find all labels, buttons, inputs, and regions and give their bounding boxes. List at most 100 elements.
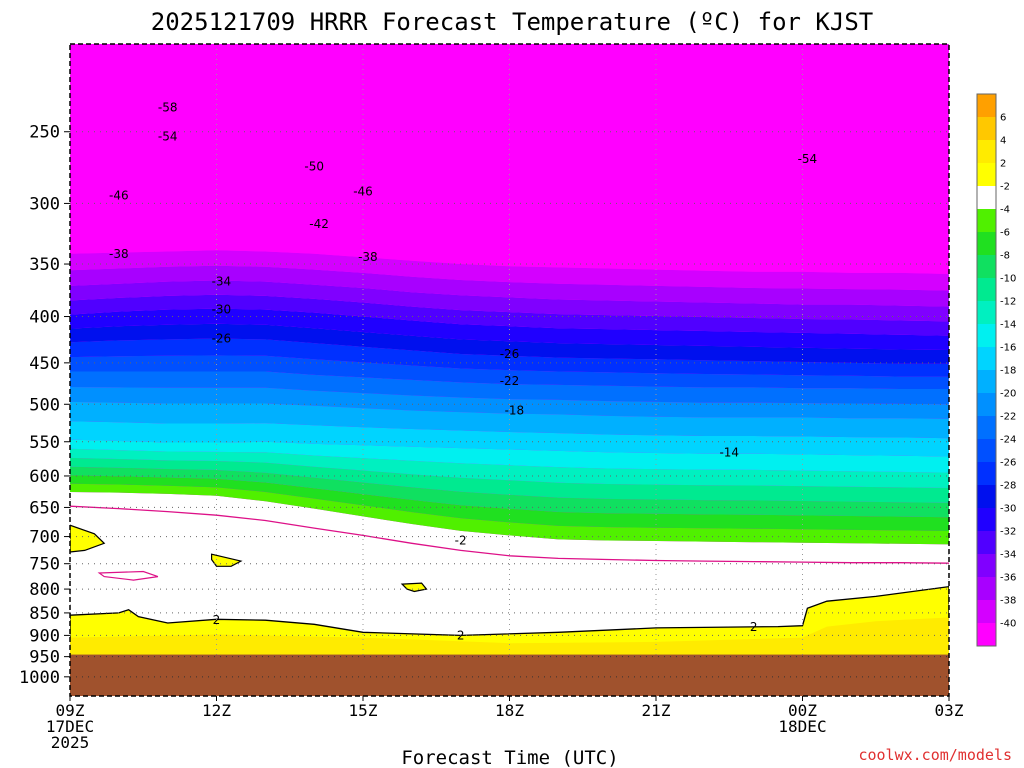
contour-label: -2: [455, 533, 467, 547]
contour-label: -18: [505, 404, 525, 418]
colorbar-swatch: [977, 347, 996, 371]
colorbar-swatch: [977, 140, 996, 164]
temperature-band: [70, 483, 949, 545]
contour-label: -54: [158, 129, 178, 143]
colorbar-label: -22: [1000, 412, 1016, 423]
y-tick-label: 450: [29, 354, 60, 374]
temperature-band: [70, 150, 949, 177]
colorbar-swatch: [977, 462, 996, 486]
y-tick-label: 600: [29, 467, 60, 487]
colorbar-swatch: [977, 232, 996, 256]
colorbar-label: -4: [1000, 205, 1010, 216]
contour-label: -30: [212, 303, 232, 317]
freezing-line: [70, 505, 949, 564]
colorbar-swatch: [977, 577, 996, 601]
y-tick-label: 350: [29, 255, 60, 275]
x-tick-label: 09Z: [56, 701, 85, 720]
ground-layer: [70, 654, 949, 696]
temperature-band: [70, 355, 949, 389]
colorbar-label: -14: [1000, 320, 1016, 331]
x-tick-label: 12Z: [202, 701, 231, 720]
warm-pocket: [400, 582, 428, 593]
colorbar-swatch: [977, 255, 996, 279]
y-tick-label: 900: [29, 626, 60, 646]
y-tick-label: 300: [29, 194, 60, 214]
y-tick-label: 550: [29, 433, 60, 453]
temperature-band: [70, 457, 949, 503]
temperature-band: [70, 105, 949, 131]
colorbar-label: -40: [1000, 619, 1016, 630]
colorbar-label: -34: [1000, 550, 1016, 561]
temperature-band: [70, 448, 949, 488]
y-tick-label: 250: [29, 123, 60, 143]
temperature-band: [70, 280, 949, 322]
temperature-band: [70, 492, 949, 564]
temperature-band: [70, 164, 949, 193]
temperature-band: [70, 265, 949, 307]
temperature-band: [70, 44, 949, 118]
y-tick-label: 750: [29, 555, 60, 575]
y-tick-label: 400: [29, 308, 60, 328]
temperature-band: [70, 387, 949, 419]
colorbar-swatch: [977, 485, 996, 509]
contour-label: -34: [212, 275, 232, 289]
temperature-band: [70, 371, 949, 405]
temperature-band: [70, 439, 949, 473]
colorbar-swatch: [977, 439, 996, 463]
isotherm-contours: [70, 505, 949, 581]
x-tick-label: 2025: [51, 733, 90, 752]
x-tick-label: 17DEC: [46, 717, 94, 736]
colorbar-label: -32: [1000, 527, 1016, 538]
colorbar-label: -18: [1000, 366, 1016, 377]
y-tick-label: 850: [29, 604, 60, 624]
contour-label: -26: [212, 332, 232, 346]
colorbar-label: -10: [1000, 274, 1016, 285]
colorbar-swatch: [977, 278, 996, 302]
temperature-band: [70, 294, 949, 336]
contour-label: -42: [309, 217, 329, 231]
x-tick-label: 18DEC: [778, 717, 826, 736]
colorbar-swatch: [977, 117, 996, 141]
colorbar-swatch: [977, 209, 996, 233]
colorbar-frame: [976, 93, 997, 647]
contour-label: 2: [213, 613, 221, 627]
contour-label: -46: [353, 184, 373, 198]
x-tick-label: 21Z: [642, 701, 671, 720]
plot-area: [70, 44, 949, 696]
temperature-band: [70, 120, 949, 145]
colorbar-swatch: [977, 416, 996, 440]
colorbar-label: -38: [1000, 596, 1016, 607]
contour-label: -46: [109, 188, 129, 202]
colorbar-swatch: [977, 324, 996, 348]
colorbar-swatch: [977, 370, 996, 394]
y-tick-label: 800: [29, 580, 60, 600]
colorbar-swatch: [977, 393, 996, 417]
colorbar: 6 4 2 -2 -4 -6 -8 -10 -12 -14 -16 -18 -20 -22 -24 -26 -2…: [976, 93, 1016, 647]
warm-pocket: [70, 524, 106, 553]
colorbar-label: -30: [1000, 504, 1016, 515]
temperature-band: [70, 250, 949, 291]
contour-label: -14: [719, 445, 739, 459]
y-tick-label: 650: [29, 498, 60, 518]
y-tick-label: 1000: [19, 668, 60, 688]
contour-label: -26: [500, 347, 520, 361]
colorbar-label: -8: [1000, 251, 1010, 262]
colorbar-label: -2: [1000, 182, 1010, 193]
site-credit[interactable]: coolwx.com/models: [858, 746, 1012, 764]
colorbar-label: 4: [1000, 136, 1006, 147]
temperature-band: [70, 323, 949, 364]
x-tick-label: 00Z: [788, 701, 817, 720]
colorbar-label: -36: [1000, 573, 1016, 584]
colorbar-swatch: [977, 600, 996, 624]
contour-label: -22: [500, 374, 520, 388]
colorbar-label: -24: [1000, 435, 1016, 446]
temperature-band: [70, 338, 949, 377]
y-tick-label: 950: [29, 648, 60, 668]
ground-fill: [70, 654, 949, 696]
y-tick-label: 700: [29, 528, 60, 548]
colorbar-swatch: [977, 531, 996, 555]
colorbar-swatch: [977, 554, 996, 578]
contour-label: -38: [358, 250, 378, 264]
